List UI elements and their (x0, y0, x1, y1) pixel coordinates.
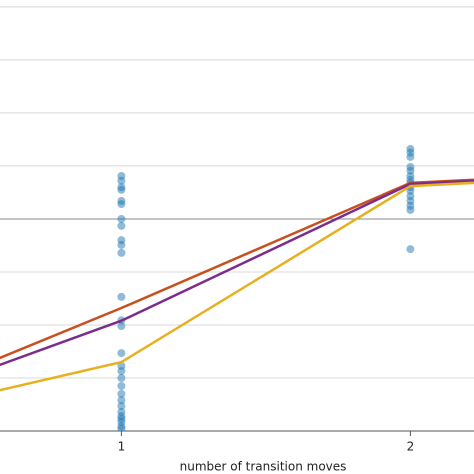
data-point (117, 240, 126, 249)
data-point (406, 245, 415, 254)
data-point (117, 248, 126, 257)
series-line (0, 181, 474, 392)
series-line (0, 178, 474, 360)
data-point (117, 373, 126, 382)
data-point (117, 349, 126, 358)
data-point (117, 381, 126, 390)
data-point (117, 402, 126, 411)
data-point (117, 322, 126, 331)
data-point (117, 200, 126, 209)
x-axis-label: number of transition moves (180, 460, 347, 474)
plot-area (0, 144, 474, 431)
data-point (117, 214, 126, 223)
data-point (117, 292, 126, 301)
data-point (117, 367, 126, 376)
data-point (406, 205, 415, 214)
series-line (0, 179, 474, 367)
data-point (117, 221, 126, 230)
data-point (406, 152, 415, 161)
data-point (117, 176, 126, 185)
data-point (117, 396, 126, 405)
data-point (117, 185, 126, 194)
data-point (117, 424, 126, 431)
data-point (117, 389, 126, 398)
x-tick-label: 2 (407, 440, 415, 454)
grid (0, 6, 474, 436)
x-tick-label: 1 (118, 440, 126, 454)
